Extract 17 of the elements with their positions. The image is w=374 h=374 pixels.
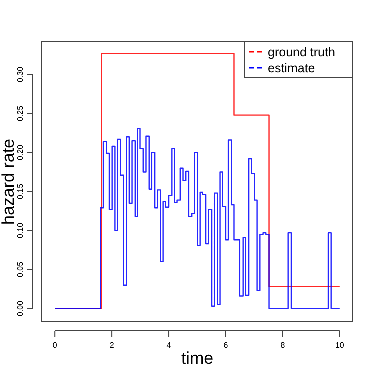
y-tick-label: 0.20 bbox=[16, 144, 25, 161]
x-tick-label: 8 bbox=[280, 341, 286, 350]
y-tick-label: 0.05 bbox=[16, 261, 25, 278]
y-tick-label: 0.00 bbox=[16, 300, 25, 317]
x-tick-label: 2 bbox=[110, 341, 115, 350]
x-tick-label: 6 bbox=[224, 341, 229, 350]
x-tick-label: 0 bbox=[52, 341, 58, 350]
x-axis-title: time bbox=[181, 349, 214, 368]
y-tick-label: 0.30 bbox=[16, 66, 25, 83]
legend-label: ground truth bbox=[268, 46, 336, 60]
y-tick-label: 0.10 bbox=[16, 222, 25, 239]
y-axis-title: hazard rate bbox=[0, 139, 18, 225]
y-tick-label: 0.25 bbox=[16, 105, 25, 122]
x-tick-label: 10 bbox=[335, 341, 345, 350]
legend-label: estimate bbox=[268, 62, 316, 76]
y-tick-label: 0.15 bbox=[16, 183, 25, 200]
x-tick-label: 4 bbox=[166, 341, 172, 350]
